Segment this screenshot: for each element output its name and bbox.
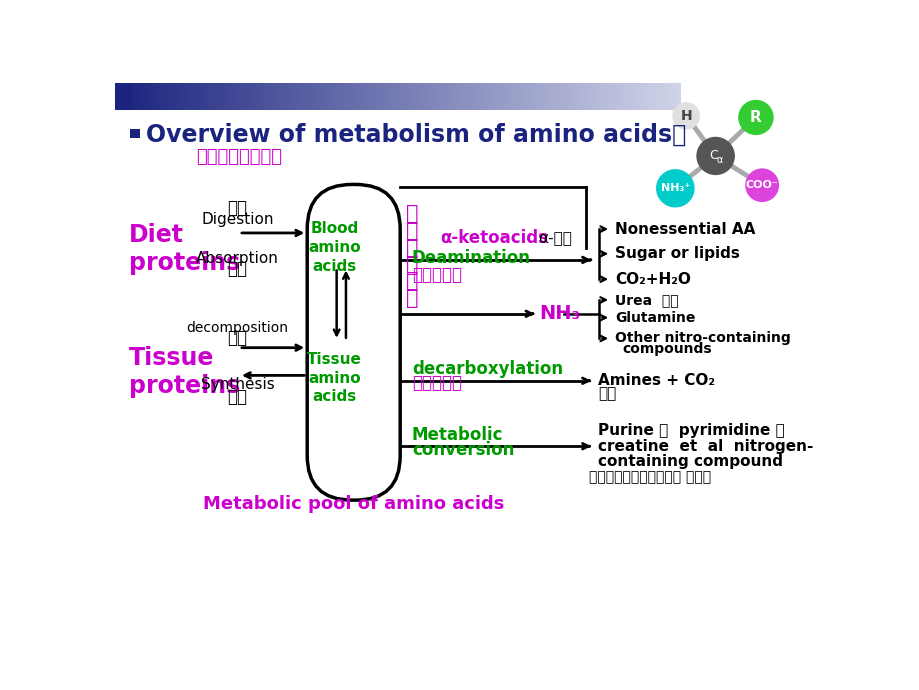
Text: R: R (749, 110, 761, 125)
Text: 消化: 消化 (227, 199, 247, 217)
Text: 吸收: 吸收 (227, 260, 247, 278)
Text: Digestion: Digestion (201, 212, 274, 226)
Text: H: H (680, 109, 691, 123)
Circle shape (673, 103, 698, 129)
Text: C: C (709, 148, 717, 161)
Text: containing compound: containing compound (597, 454, 782, 469)
Text: α-ketoacids: α-ketoacids (440, 229, 548, 247)
Text: Diet
proteins: Diet proteins (129, 223, 240, 275)
Text: conversion: conversion (412, 441, 514, 459)
Bar (115, 83, 122, 110)
Text: 脉缧基作用: 脉缧基作用 (412, 374, 461, 392)
Text: Tissue
amino
acids: Tissue amino acids (307, 353, 361, 404)
Text: 基: 基 (406, 221, 418, 241)
Text: 氨基酸代谢概况：: 氨基酸代谢概况： (196, 148, 282, 166)
Text: Overview of metabolism of amino acids：: Overview of metabolism of amino acids： (146, 123, 686, 147)
Text: Deamination: Deamination (412, 248, 530, 266)
Text: 胺类: 胺类 (597, 386, 616, 402)
Text: 谢: 谢 (406, 271, 418, 291)
Circle shape (745, 169, 777, 201)
Text: NH₃⁺: NH₃⁺ (660, 184, 689, 193)
Text: α-酰酸: α-酰酸 (538, 231, 572, 246)
Text: Metabolic: Metabolic (412, 426, 503, 444)
Circle shape (697, 137, 733, 175)
Text: 库: 库 (406, 288, 418, 308)
Text: 氨: 氨 (406, 204, 418, 224)
Text: Synthesis: Synthesis (200, 377, 274, 392)
Text: Absorption: Absorption (196, 251, 278, 266)
Text: Other nitro-containing: Other nitro-containing (614, 331, 789, 346)
Text: Amines + CO₂: Amines + CO₂ (597, 373, 714, 388)
Text: decomposition: decomposition (187, 321, 289, 335)
Bar (130, 129, 140, 138)
Text: 酸: 酸 (406, 237, 418, 257)
Circle shape (738, 101, 772, 135)
Text: NH₃: NH₃ (539, 304, 580, 322)
Text: 代: 代 (406, 255, 418, 275)
Text: Glutamine: Glutamine (614, 310, 695, 325)
Text: 分解: 分解 (227, 329, 247, 348)
Text: decarboxylation: decarboxylation (412, 360, 562, 378)
Text: 嘎呤、呀呤、肌酸等含氮 化合物: 嘎呤、呀呤、肌酸等含氮 化合物 (589, 470, 710, 484)
Text: Purine 、  pyrimidine 、: Purine 、 pyrimidine 、 (597, 424, 784, 438)
Text: Blood
amino
acids: Blood amino acids (308, 221, 360, 274)
Text: α: α (716, 155, 722, 165)
Text: Tissue
proteins: Tissue proteins (129, 346, 240, 398)
Text: 合成: 合成 (227, 388, 247, 406)
Text: CO₂+H₂O: CO₂+H₂O (614, 272, 690, 286)
Text: Nonessential AA: Nonessential AA (614, 221, 754, 237)
Circle shape (656, 170, 693, 207)
Text: creatine  et  al  nitrogen-: creatine et al nitrogen- (597, 439, 812, 454)
Text: Sugar or lipids: Sugar or lipids (614, 246, 739, 262)
Bar (124, 83, 131, 110)
Text: compounds: compounds (622, 342, 711, 356)
Text: COO⁻: COO⁻ (745, 180, 777, 190)
Text: Urea  尿素: Urea 尿素 (614, 293, 678, 307)
Text: 脉氨基作用: 脉氨基作用 (412, 266, 461, 284)
Text: Metabolic pool of amino acids: Metabolic pool of amino acids (203, 495, 504, 513)
FancyBboxPatch shape (307, 184, 400, 500)
